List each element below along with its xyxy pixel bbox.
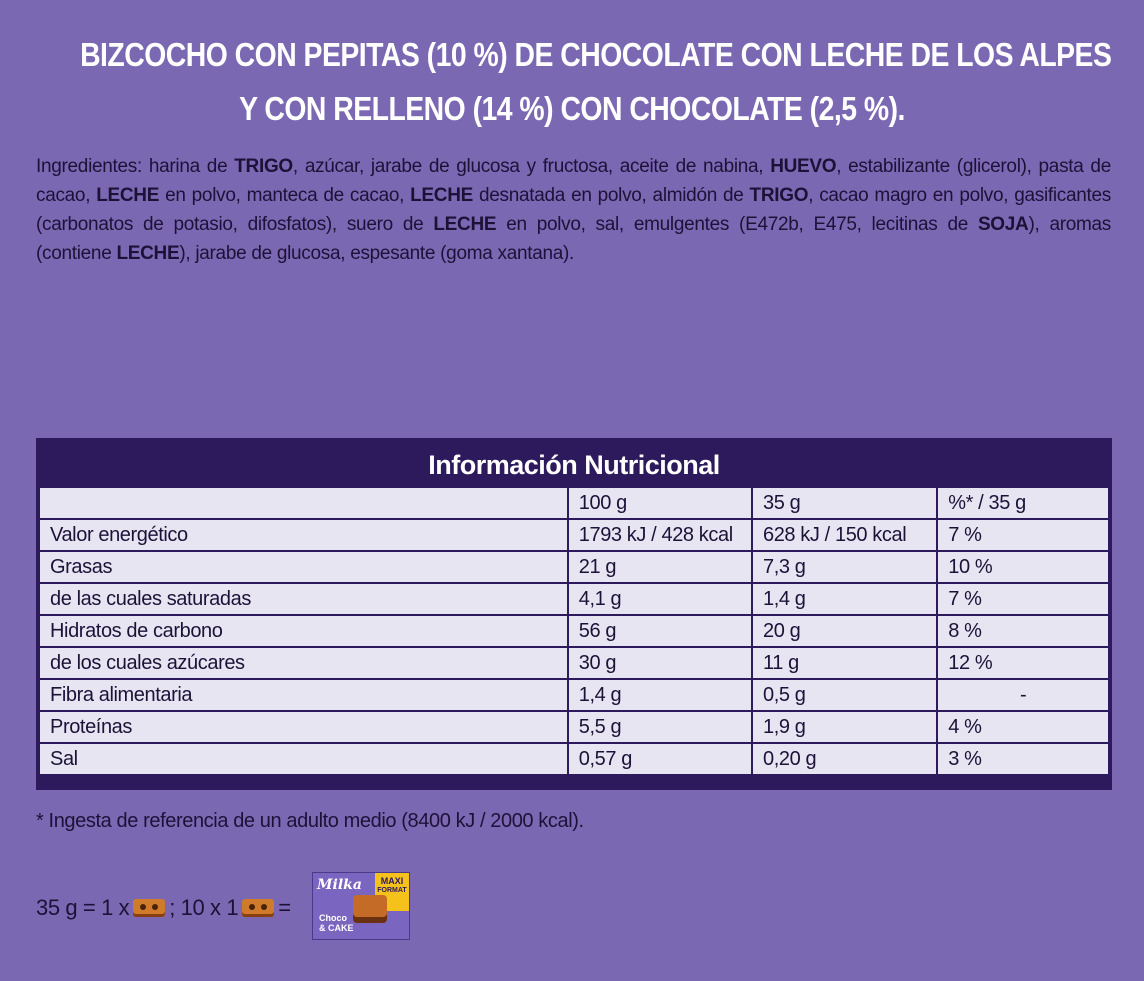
nutrient-value: - — [936, 678, 1110, 712]
allergen: TRIGO — [234, 156, 293, 177]
cake-icon — [353, 895, 387, 923]
nutrient-name: Fibra alimentaria — [38, 678, 569, 712]
allergen: LECHE — [116, 243, 180, 264]
nutrient-value: 10 % — [936, 550, 1110, 584]
allergen: LECHE — [433, 214, 497, 235]
column-header — [38, 486, 569, 520]
portion-info: 35 g = 1 x ; 10 x 1 = — [36, 892, 291, 924]
portion-text-3: = — [278, 895, 291, 920]
allergen: HUEVO — [770, 156, 837, 177]
nutrient-value: 8 % — [936, 614, 1110, 648]
nutrient-value: 1,4 g — [566, 678, 753, 712]
nutrition-row: de los cuales azúcares 30 g 11 g 12 % — [38, 646, 1110, 680]
pack-product-name: Choco & CAKE — [319, 913, 354, 933]
nutrient-name: Proteínas — [38, 710, 569, 744]
nutrient-value: 1,9 g — [750, 710, 939, 744]
product-title-line-2: Y CON RELLENO (14 %) CON CHOCOLATE (2,5 … — [239, 90, 905, 127]
nutrient-value: 0,20 g — [750, 742, 939, 776]
column-header: 100 g — [566, 486, 753, 520]
nutrient-name: de las cuales saturadas — [38, 582, 569, 616]
nutrition-row: Fibra alimentaria 1,4 g 0,5 g- — [38, 678, 1110, 712]
nutrition-row: Valor energético 1793 kJ / 428 kcal 628 kJ… — [38, 518, 1110, 552]
nutrient-value: 1,4 g — [750, 582, 939, 616]
allergen: TRIGO — [749, 185, 809, 206]
nutrient-value: 0,57 g — [566, 742, 753, 776]
portion-text-1: 35 g = 1 x — [36, 895, 130, 920]
nutrient-value: 12 % — [936, 646, 1110, 680]
nutrient-value: 0,5 g — [750, 678, 939, 712]
portion-text-2: ; 10 x 1 — [169, 895, 239, 920]
nutrient-value: 7 % — [936, 518, 1110, 552]
product-title-line-1: BIZCOCHO CON PEPITAS (10 %) DE CHOCOLATE… — [80, 36, 1112, 73]
nutrient-value: 7,3 g — [750, 550, 939, 584]
allergen: LECHE — [96, 185, 160, 206]
nutrient-name: Sal — [38, 742, 569, 776]
nutrient-value: 5,5 g — [566, 710, 753, 744]
nutrient-name: Valor energético — [38, 518, 569, 552]
cake-icon — [133, 899, 166, 917]
product-title: BIZCOCHO CON PEPITAS (10 %) DE CHOCOLATE… — [80, 28, 1112, 136]
nutrition-table-heading: Información Nutricional — [428, 450, 720, 480]
nutrient-value: 11 g — [750, 646, 939, 680]
cake-icon — [242, 899, 275, 917]
nutrition-table: Información Nutricional 100 g 35 g %* / 35… — [36, 438, 1112, 790]
nutrient-value: 4,1 g — [566, 582, 753, 616]
nutrient-name: Grasas — [38, 550, 569, 584]
ingredients-text: Ingredientes: harina de TRIGO, azúcar, j… — [36, 156, 1111, 264]
nutrient-value: 20 g — [750, 614, 939, 648]
nutrient-value: 1793 kJ / 428 kcal — [566, 518, 753, 552]
column-header: %* / 35 g — [936, 486, 1110, 520]
product-pack-image: Milka MAXI FORMAT Choco & CAKE — [312, 872, 410, 940]
nutrient-value: 21 g — [566, 550, 753, 584]
column-header: 35 g — [750, 486, 939, 520]
allergen: LECHE — [410, 185, 474, 206]
nutrient-name: Hidratos de carbono — [38, 614, 569, 648]
footnote: * Ingesta de referencia de un adulto med… — [36, 810, 584, 832]
nutrition-row: Grasas 21 g 7,3 g 10 % — [38, 550, 1110, 584]
nutrition-grid: 100 g 35 g %* / 35 g Valor energético 1793 k… — [38, 486, 1110, 776]
nutrition-header-row: 100 g 35 g %* / 35 g — [38, 486, 1110, 520]
nutrient-value: 628 kJ / 150 kcal — [750, 518, 939, 552]
nutrient-value: 7 % — [936, 582, 1110, 616]
nutrient-value: 30 g — [566, 646, 753, 680]
nutrient-name: de los cuales azúcares — [38, 646, 569, 680]
allergen: SOJA — [977, 214, 1029, 235]
nutrient-value: 3 % — [936, 742, 1110, 776]
nutrient-value: 56 g — [566, 614, 753, 648]
nutrient-value: 4 % — [936, 710, 1110, 744]
milka-logo: Milka — [317, 877, 362, 893]
